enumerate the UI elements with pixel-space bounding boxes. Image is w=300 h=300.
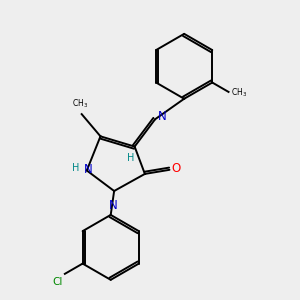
Text: H: H: [72, 163, 80, 173]
Text: CH$_3$: CH$_3$: [231, 86, 247, 99]
Text: CH$_3$: CH$_3$: [72, 97, 88, 110]
Text: N: N: [158, 110, 167, 123]
Text: N: N: [83, 163, 92, 176]
Text: O: O: [172, 162, 181, 175]
Text: N: N: [109, 199, 118, 212]
Text: H: H: [127, 153, 134, 163]
Text: Cl: Cl: [53, 277, 63, 286]
